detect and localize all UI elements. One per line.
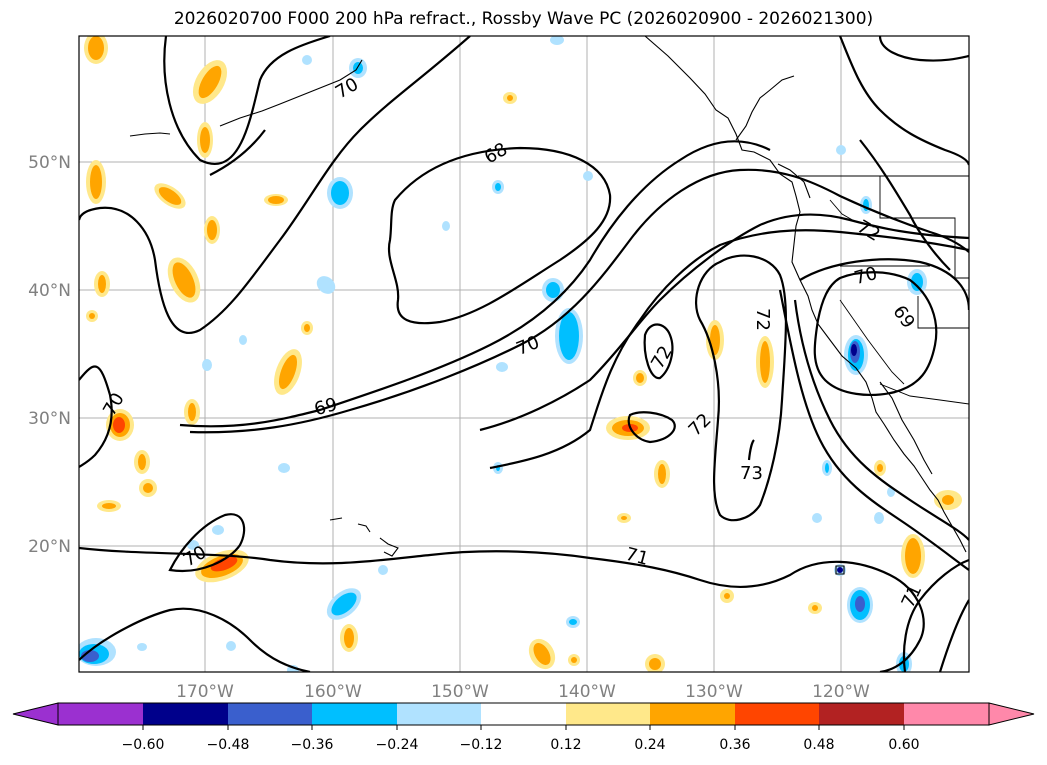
lat-label-30: 30°N	[28, 409, 71, 429]
colorbar-tick-label: −0.60	[122, 737, 165, 753]
lat-label-40: 40°N	[28, 281, 71, 301]
contour-lines	[79, 36, 969, 672]
colorbar-bin	[819, 703, 904, 725]
longitude-labels: 170°W 160°W 150°W 140°W 130°W 120°W	[176, 682, 870, 702]
colorbar-tick-label: −0.12	[460, 737, 503, 753]
political-borders	[798, 175, 969, 405]
colorbar-bin	[566, 703, 650, 725]
colorbar: −0.60 −0.48 −0.36 −0.24 −0.12 0.12 0.24 …	[12, 702, 1035, 753]
lon-label-150w: 150°W	[431, 682, 489, 702]
plot-frame	[78, 35, 970, 673]
colorbar-tick-label: 0.12	[550, 737, 581, 753]
colorbar-bin	[58, 703, 143, 725]
colorbar-extend-max	[988, 702, 1035, 726]
lat-label-20: 20°N	[28, 537, 71, 557]
colorbar-bin	[143, 703, 228, 725]
lon-label-120w: 120°W	[812, 682, 870, 702]
colorbar-extend-min	[12, 702, 59, 726]
colorbar-bin	[481, 703, 566, 725]
latitude-labels: 50°N 40°N 30°N 20°N	[28, 153, 71, 557]
colorbar-bin	[228, 703, 312, 725]
colorbar-bin	[312, 703, 397, 725]
colorbar-bin	[735, 703, 819, 725]
lon-label-160w: 160°W	[304, 682, 362, 702]
map-title: 2026020700 F000 200 hPa refract., Rossby…	[173, 9, 874, 29]
colorbar-tick-label: −0.36	[291, 737, 334, 753]
lon-label-140w: 140°W	[558, 682, 616, 702]
shaded-anomalies	[79, 36, 962, 672]
colorbar-tick-label: 0.60	[888, 737, 919, 753]
lon-label-130w: 130°W	[685, 682, 743, 702]
colorbar-tick-label: 0.24	[634, 737, 665, 753]
colorbar-tick-label: 0.48	[803, 737, 834, 753]
colorbar-tick-label: −0.24	[376, 737, 419, 753]
colorbar-bin	[397, 703, 481, 725]
gridlines	[79, 36, 969, 672]
contour-label: 72	[752, 308, 773, 331]
coastlines	[129, 36, 967, 575]
lon-label-170w: 170°W	[176, 682, 234, 702]
colorbar-tick-labels: −0.60 −0.48 −0.36 −0.24 −0.12 0.12 0.24 …	[122, 737, 920, 753]
lat-label-50: 50°N	[28, 153, 71, 173]
colorbar-ticks	[142, 725, 905, 730]
contour-label: 73	[740, 463, 763, 484]
colorbar-bin	[904, 703, 989, 725]
colorbar-tick-label: 0.36	[719, 737, 750, 753]
colorbar-bin	[650, 703, 735, 725]
colorbar-frame	[57, 702, 990, 726]
colorbar-tick-label: −0.48	[207, 737, 250, 753]
